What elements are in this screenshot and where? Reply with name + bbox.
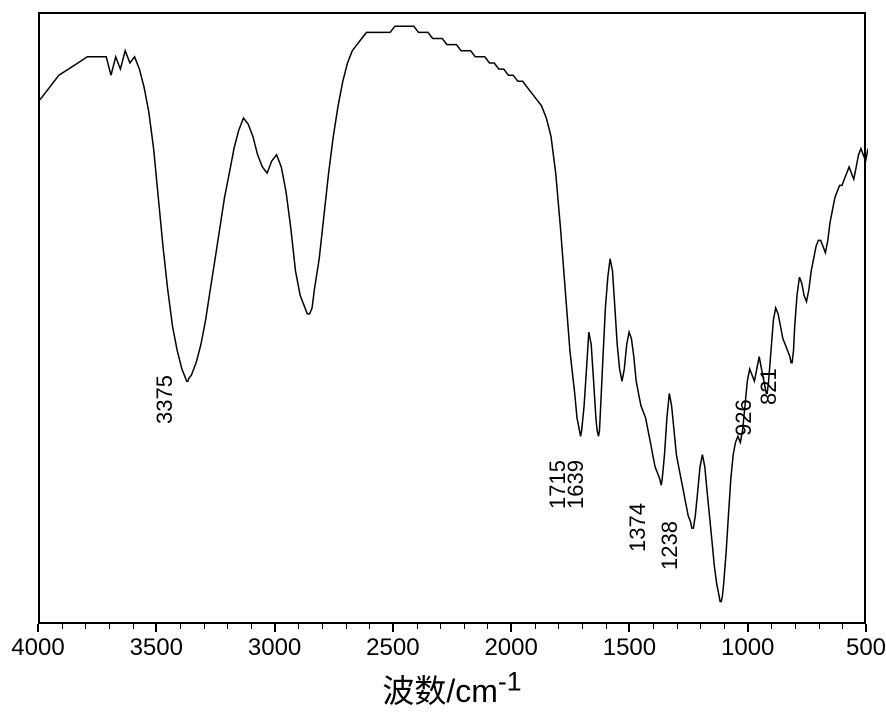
x-tick xyxy=(37,624,39,632)
x-tick-minor xyxy=(700,624,701,629)
x-tick-minor xyxy=(771,624,772,629)
x-tick-label: 2000 xyxy=(484,634,537,662)
x-tick xyxy=(865,624,867,632)
peak-label: 1639 xyxy=(563,460,589,509)
x-tick-minor xyxy=(322,624,323,629)
x-tick-minor xyxy=(204,624,205,629)
x-axis-label-text: 波数/cm xyxy=(382,673,498,709)
plot-area xyxy=(38,12,866,624)
x-tick-label: 1000 xyxy=(721,634,774,662)
x-tick-minor xyxy=(535,624,536,629)
peak-label: 1238 xyxy=(657,521,683,570)
x-tick-minor xyxy=(417,624,418,629)
x-tick xyxy=(274,624,276,632)
x-axis-label: 波数/cm-1 xyxy=(382,666,521,712)
x-tick-minor xyxy=(819,624,820,629)
x-axis-label-sup: -1 xyxy=(498,666,522,696)
peak-label: 926 xyxy=(731,399,757,436)
x-tick-minor xyxy=(724,624,725,629)
x-tick-minor xyxy=(558,624,559,629)
x-tick-label: 1500 xyxy=(603,634,656,662)
x-tick-minor xyxy=(582,624,583,629)
x-tick xyxy=(392,624,394,632)
ir-spectrum-chart: 4000350030002500200015001000500 33751715… xyxy=(0,0,886,716)
x-tick-minor xyxy=(464,624,465,629)
x-tick-label: 2500 xyxy=(366,634,419,662)
x-tick-minor xyxy=(440,624,441,629)
x-tick-minor xyxy=(677,624,678,629)
x-tick-label: 3500 xyxy=(130,634,183,662)
x-tick-minor xyxy=(227,624,228,629)
x-tick-label: 4000 xyxy=(11,634,64,662)
x-tick-minor xyxy=(487,624,488,629)
peak-label: 3375 xyxy=(152,375,178,424)
x-tick-minor xyxy=(180,624,181,629)
peak-label: 1374 xyxy=(625,503,651,552)
x-tick-minor xyxy=(842,624,843,629)
x-tick-label: 3000 xyxy=(248,634,301,662)
x-tick-label: 500 xyxy=(846,634,886,662)
x-tick-minor xyxy=(653,624,654,629)
x-tick-minor xyxy=(251,624,252,629)
x-tick-minor xyxy=(133,624,134,629)
x-tick-minor xyxy=(346,624,347,629)
x-tick-minor xyxy=(62,624,63,629)
x-tick xyxy=(747,624,749,632)
spectrum-line xyxy=(40,14,868,626)
x-tick-minor xyxy=(109,624,110,629)
x-tick xyxy=(628,624,630,632)
x-tick-minor xyxy=(606,624,607,629)
x-tick-minor xyxy=(369,624,370,629)
x-tick-minor xyxy=(85,624,86,629)
x-tick-minor xyxy=(298,624,299,629)
peak-label: 821 xyxy=(756,368,782,405)
x-tick-minor xyxy=(795,624,796,629)
x-tick xyxy=(510,624,512,632)
x-tick xyxy=(155,624,157,632)
